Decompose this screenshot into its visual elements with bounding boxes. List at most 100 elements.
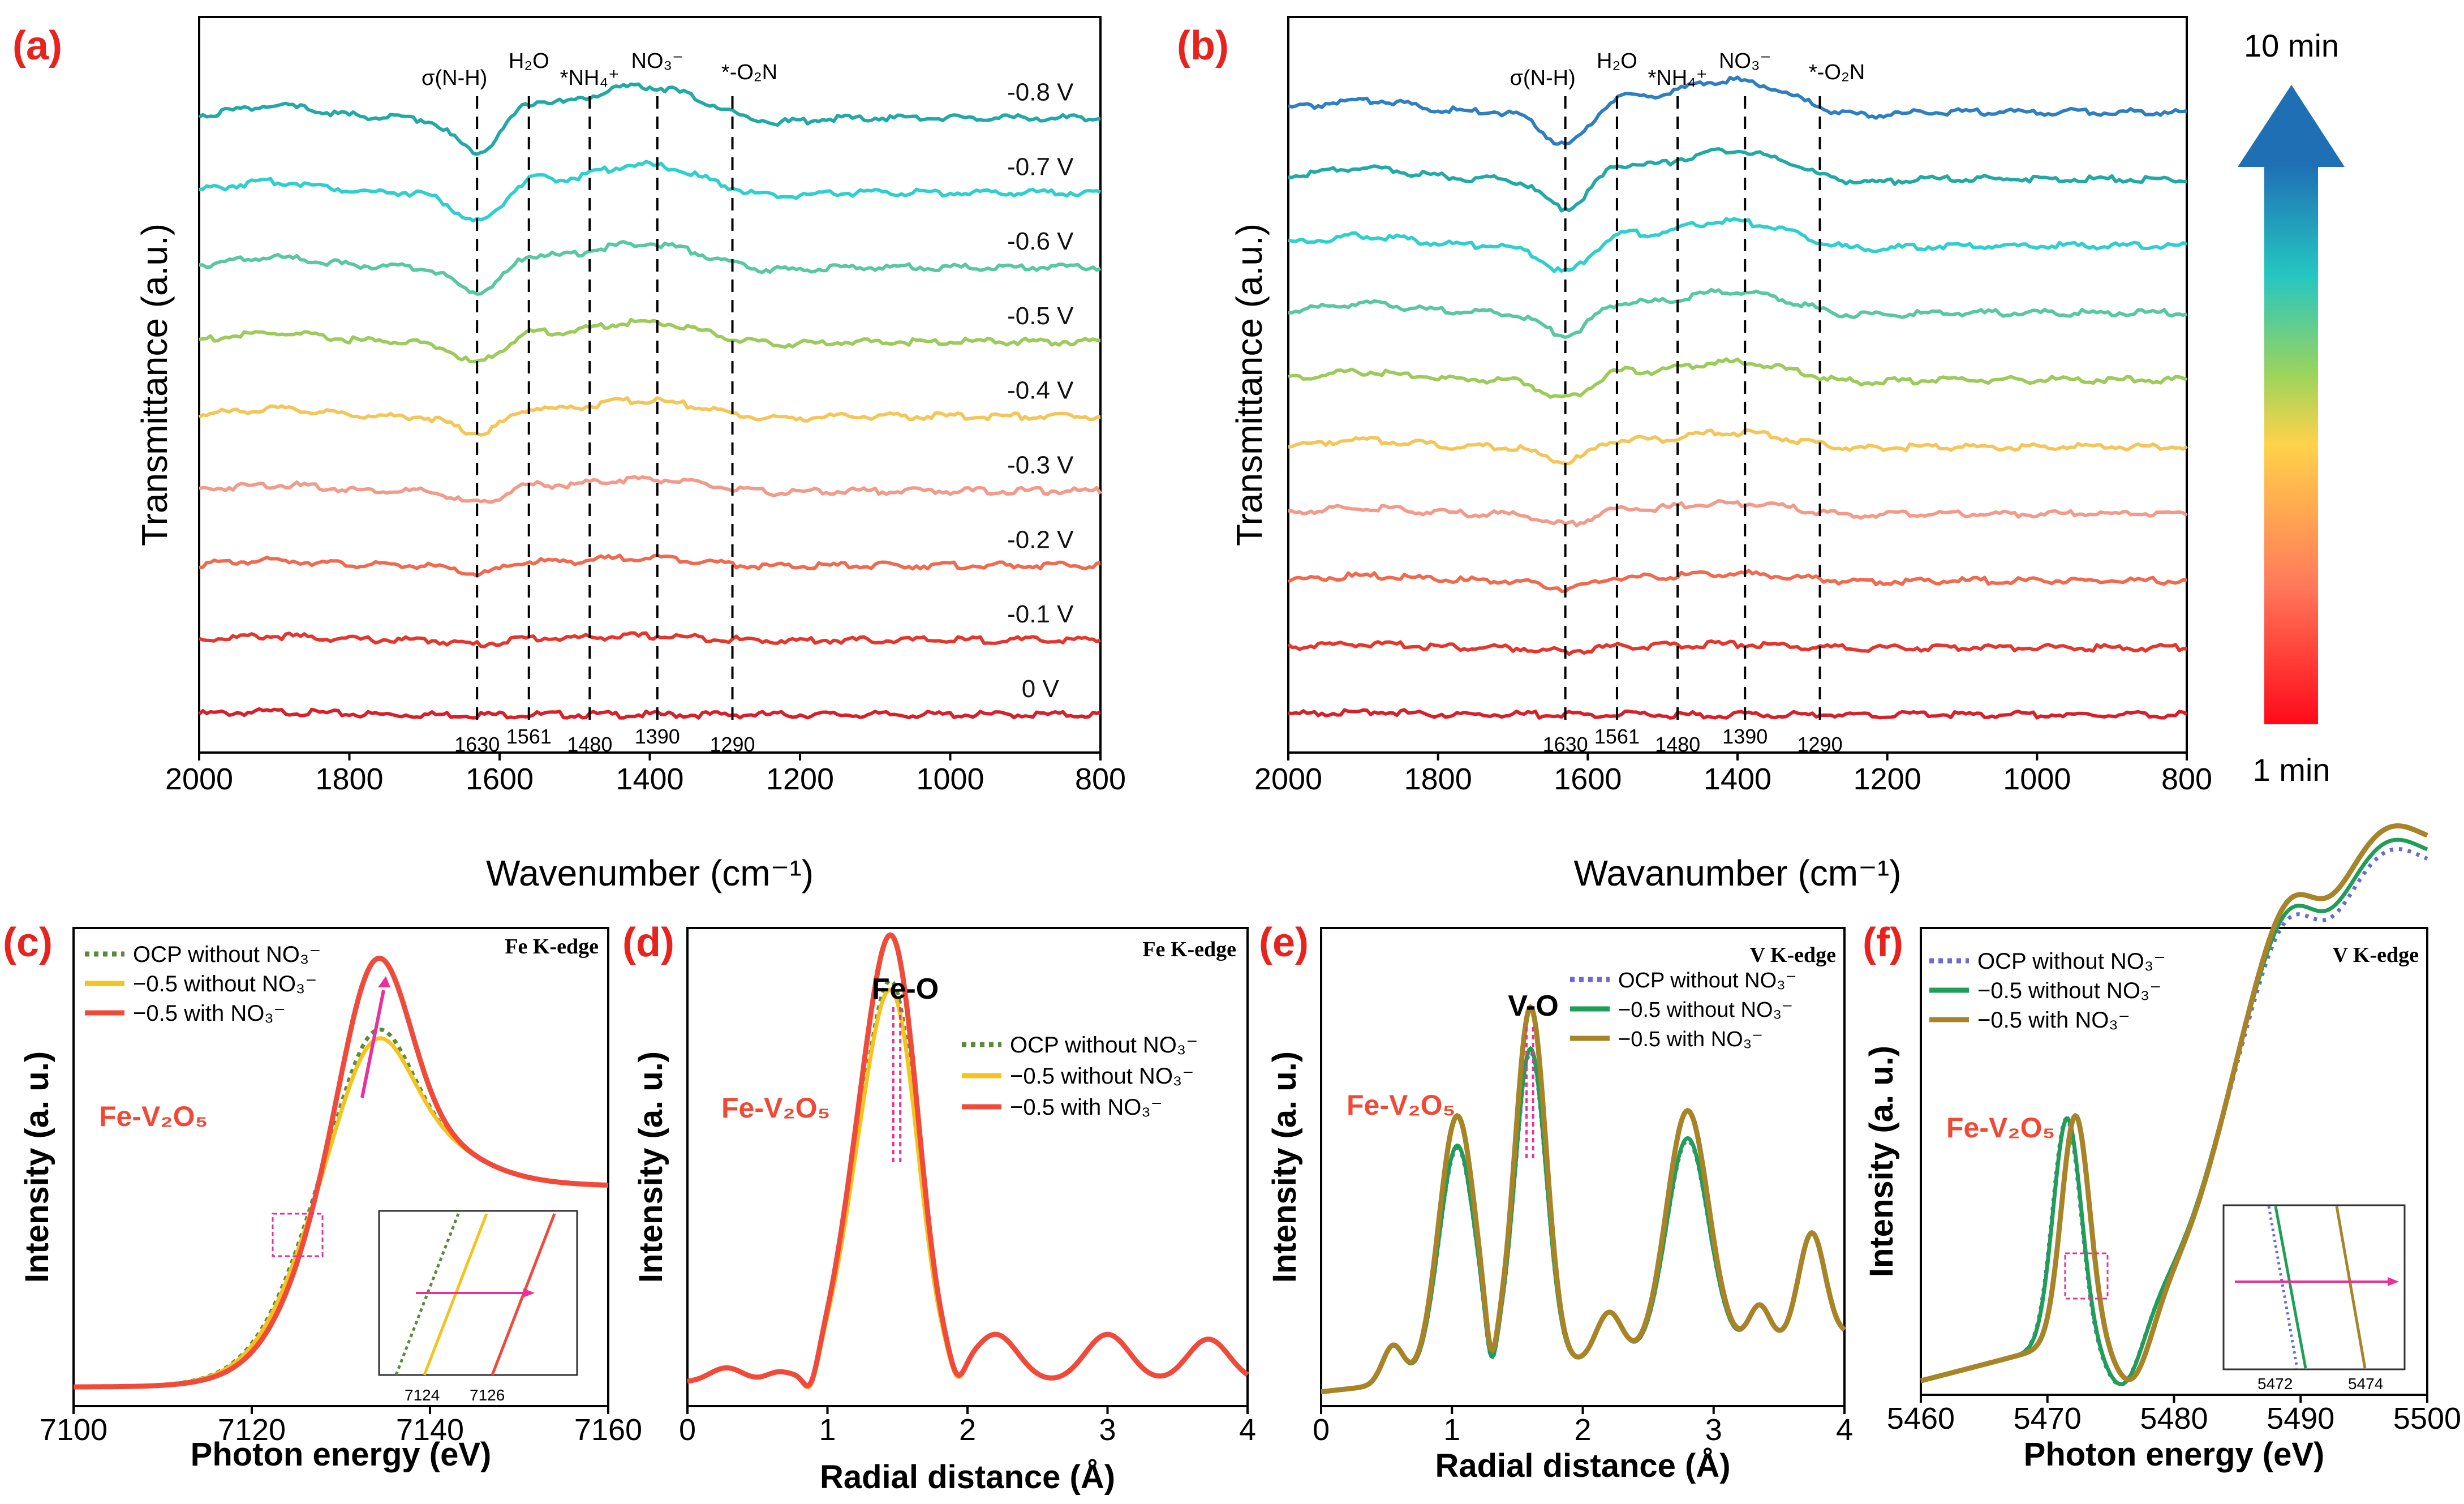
series-line	[1288, 357, 2188, 399]
x-tick-label: 1200	[766, 762, 834, 796]
edge-label: V K-edge	[2333, 943, 2419, 967]
arrow-head	[378, 976, 390, 987]
series-line	[198, 396, 1101, 437]
plot-frame	[72, 927, 609, 1407]
plot-frame	[686, 927, 1249, 1407]
panel-a: 2000 1800 1600 1400 1200 1000 800 Wavenumber (c…	[12, 16, 1126, 893]
colorbar-bottom-label: 1 min	[2253, 752, 2330, 788]
x-tick-label: 7100	[40, 1413, 107, 1447]
series-line	[1321, 1003, 1846, 1395]
legend-label: OCP without NO₃⁻	[1977, 949, 2165, 974]
x-tick-label: 7120	[218, 1413, 286, 1447]
series-line	[199, 160, 1102, 223]
inset-line	[2267, 1206, 2299, 1369]
series-line	[1288, 217, 2188, 273]
ref-tick-label: 1480	[1655, 733, 1700, 756]
material-label: Fe-V₂O₅	[1347, 1089, 1455, 1121]
series-line	[199, 475, 1102, 504]
ref-tick-label: 1630	[454, 733, 500, 756]
x-axis-label: Photon energy (eV)	[2024, 1436, 2325, 1473]
x-tick-label: 1	[819, 1413, 836, 1447]
band-label: *NH₄⁺	[560, 66, 620, 90]
panel-e: 0 1 2 3 4 Radial distance (Å) Intensity (a. u.…	[1259, 920, 1853, 1484]
panel-label: (e)	[1259, 920, 1309, 965]
series-label: -0.8 V	[1007, 78, 1074, 106]
x-tick-label: 800	[2161, 762, 2212, 796]
x-axis-label: Radial distance (Å)	[820, 1459, 1115, 1496]
x-tick-label: 1000	[2003, 762, 2071, 796]
x-axis-label: Photon energy (eV)	[191, 1436, 492, 1473]
x-tick-label: 800	[1075, 762, 1126, 796]
legend-label: −0.5 without NO₃⁻	[133, 972, 317, 996]
x-axis-label: Wavenumber (cm⁻¹)	[486, 853, 814, 893]
series-line	[199, 240, 1102, 296]
peak-label: V-O	[1508, 990, 1559, 1022]
plot-frame	[198, 16, 1102, 754]
x-tick-label: 7140	[396, 1413, 464, 1447]
series-label: -0.1 V	[1007, 600, 1074, 628]
panel-c: 7100 7120 7140 7160 Photon energy (eV) Intens…	[3, 920, 642, 1473]
edge-label: V K-edge	[1750, 943, 1836, 967]
band-label: σ(N-H)	[422, 66, 487, 90]
colorbar-arrow-head	[2238, 85, 2345, 167]
panel-label: (c)	[3, 920, 53, 965]
series-line	[1288, 75, 2187, 146]
colorbar-body	[2264, 164, 2318, 724]
inset-tick-label: 5474	[2348, 1375, 2383, 1393]
edge-label: Fe K-edge	[1142, 938, 1236, 961]
series-line	[1288, 287, 2187, 340]
x-tick-label: 5490	[2267, 1402, 2334, 1436]
inset-line	[2274, 1206, 2307, 1369]
series-line	[198, 707, 1101, 720]
series-label: -0.5 V	[1007, 302, 1074, 330]
inset-line	[394, 1213, 460, 1376]
series-line	[74, 955, 609, 1390]
band-label: *NH₄⁺	[1648, 66, 1708, 90]
y-axis-label: Intensity (a. u.)	[633, 1051, 669, 1283]
x-tick-label: 1400	[1704, 762, 1771, 796]
zoom-box	[272, 1213, 324, 1257]
x-axis-label: Radial distance (Å)	[1435, 1447, 1730, 1484]
panel-label: (a)	[12, 23, 62, 68]
legend-label: −0.5 with NO₃⁻	[133, 1001, 286, 1026]
material-label: Fe-V₂O₅	[99, 1101, 208, 1132]
series-label: -0.6 V	[1007, 227, 1074, 255]
panel-b: 2000 1800 1600 1400 1200 1000 800 Wavanumber (c…	[1177, 16, 2212, 893]
band-label: *-O₂N	[721, 61, 777, 84]
ref-tick-label: 1390	[1722, 725, 1768, 748]
y-axis-label: Transmittance (a.u.)	[134, 224, 175, 546]
x-tick-label: 5460	[1887, 1402, 1955, 1436]
band-label: H₂O	[1597, 49, 1637, 73]
legend-label: OCP without NO₃⁻	[133, 942, 321, 967]
band-label: NO₃⁻	[1719, 49, 1771, 73]
band-label: NO₃⁻	[631, 49, 684, 73]
y-axis-label: Intensity (a. u.)	[1266, 1051, 1303, 1283]
x-axis-label: Wavanumber (cm⁻¹)	[1573, 853, 1901, 893]
band-label: σ(N-H)	[1510, 66, 1575, 90]
legend-label: −0.5 without NO₃⁻	[1977, 978, 2161, 1003]
x-tick-label: 0	[1313, 1413, 1330, 1447]
legend-label: −0.5 with NO₃⁻	[1618, 1028, 1763, 1051]
inset-tick-label: 7124	[405, 1386, 440, 1404]
legend-label: OCP without NO₃⁻	[1010, 1033, 1198, 1058]
x-tick-label: 7160	[574, 1413, 642, 1447]
series-label: -0.3 V	[1007, 452, 1074, 479]
x-tick-label: 3	[1099, 1413, 1116, 1447]
x-tick-label: 1400	[616, 762, 683, 796]
panel-d: 0 1 2 3 4 Radial distance (Å) Intensity (a. u.…	[622, 920, 1256, 1496]
y-axis-label: Intensity (a. u.)	[19, 1051, 55, 1283]
x-tick-label: 5500	[2393, 1402, 2461, 1436]
y-axis-label: Transmittance (a.u.)	[1229, 224, 1270, 546]
inset-line	[2335, 1206, 2367, 1369]
x-tick-label: 1200	[1854, 762, 1921, 796]
x-tick-label: 2	[959, 1413, 976, 1447]
series-line	[1287, 569, 2187, 593]
inset-tick-label: 5472	[2257, 1375, 2293, 1393]
panel-label: (b)	[1177, 23, 1229, 68]
legend-label: OCP without NO₃⁻	[1618, 969, 1797, 992]
x-tick-label: 1600	[1554, 762, 1622, 796]
ref-tick-label: 1561	[506, 725, 552, 748]
x-tick-label: 1000	[916, 762, 984, 796]
panel-f: 5460 5470 5480 5490 5500 Photon energy (eV) In…	[1863, 823, 2461, 1473]
